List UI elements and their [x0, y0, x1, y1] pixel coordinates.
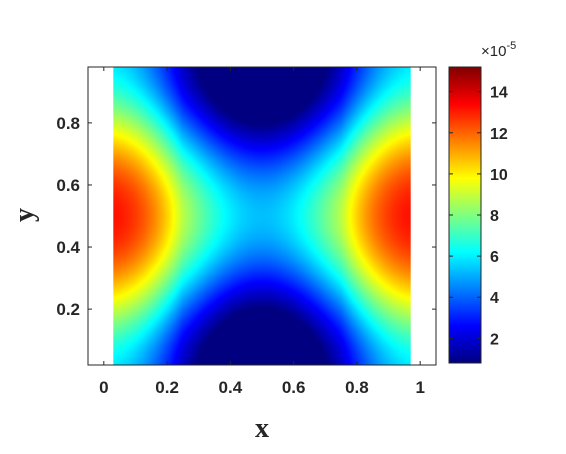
x-tick-label: 1: [415, 378, 424, 397]
x-axis-ticks: 0 0.2 0.4 0.6 0.8 1: [99, 67, 425, 397]
colorbar-tick-label: 4: [490, 290, 499, 307]
y-tick-label: 0.4: [56, 238, 80, 257]
x-tick-label: 0.6: [282, 378, 306, 397]
y-axis-ticks: 0.2 0.4 0.6 0.8: [56, 114, 436, 319]
colorbar-tick-label: 10: [490, 167, 508, 184]
x-axis-label: x: [255, 413, 269, 444]
colorbar-tick-label: 2: [490, 331, 499, 348]
x-tick-label: 0.8: [345, 378, 369, 397]
colorbar-tick-label: 12: [490, 126, 508, 143]
colorbar-ticks: 2 4 6 8 10 12 14: [449, 85, 508, 348]
y-axis-label: y: [9, 208, 40, 222]
y-tick-label: 0.2: [56, 300, 80, 319]
axes-box: [87, 66, 437, 366]
x-tick-label: 0.4: [219, 378, 243, 397]
colorbar: [448, 66, 482, 364]
colorbar-tick-label: 14: [490, 85, 508, 102]
heatmap-surface: [113, 67, 411, 365]
x-tick-label: 0.2: [155, 378, 179, 397]
colorbar-multiplier: ×10-5: [481, 40, 516, 60]
y-tick-label: 0.8: [56, 114, 80, 133]
x-tick-label: 0: [99, 378, 108, 397]
colorbar-tick-label: 6: [490, 249, 499, 266]
colorbar-tick-label: 8: [490, 208, 499, 225]
y-tick-label: 0.6: [56, 176, 80, 195]
